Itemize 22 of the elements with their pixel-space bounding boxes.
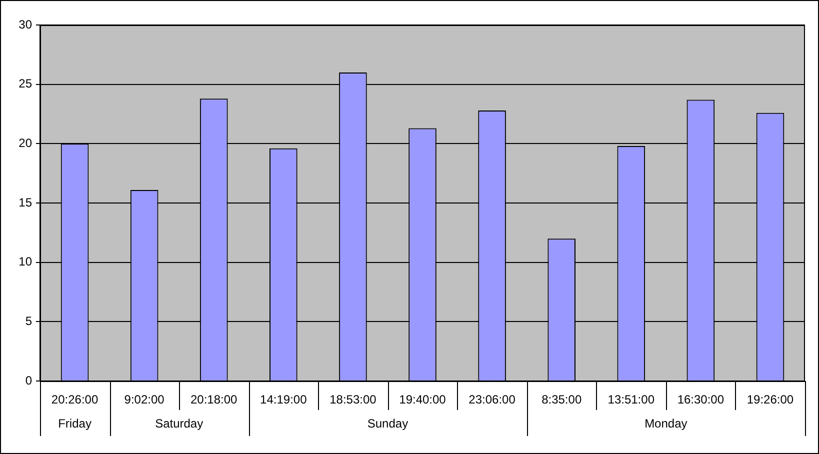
y-tick-label: 25 bbox=[18, 76, 32, 91]
x-tick-label: 9:02:00 bbox=[124, 392, 165, 407]
x-tick-label: 16:30:00 bbox=[677, 392, 724, 407]
x-tick-label: 8:35:00 bbox=[542, 392, 582, 407]
y-tick-label: 15 bbox=[18, 195, 32, 210]
y-tick-label: 20 bbox=[18, 136, 32, 150]
x-tick-label: 20:26:00 bbox=[51, 392, 98, 407]
x-tick-label: 19:40:00 bbox=[399, 392, 446, 407]
text: Monday bbox=[644, 416, 688, 430]
x-tick-label: 14:19:00 bbox=[260, 392, 308, 407]
y-tick-label: 0 bbox=[25, 373, 32, 388]
y-tick-label: 5 bbox=[25, 314, 32, 328]
y-tick-label: 10 bbox=[18, 254, 32, 269]
text: Saturday bbox=[155, 416, 204, 430]
x-tick-label: 18:53:00 bbox=[330, 392, 377, 407]
y-tick-label: 30 bbox=[18, 17, 32, 32]
text: Sunday bbox=[367, 416, 408, 430]
x-tick-label: 13:51:00 bbox=[608, 392, 655, 407]
x-tick-label: 23:06:00 bbox=[468, 392, 516, 407]
x-tick-label: 20:18:00 bbox=[190, 392, 238, 407]
x-tick-label: 19:26:00 bbox=[746, 392, 794, 407]
text: Friday bbox=[58, 416, 92, 430]
